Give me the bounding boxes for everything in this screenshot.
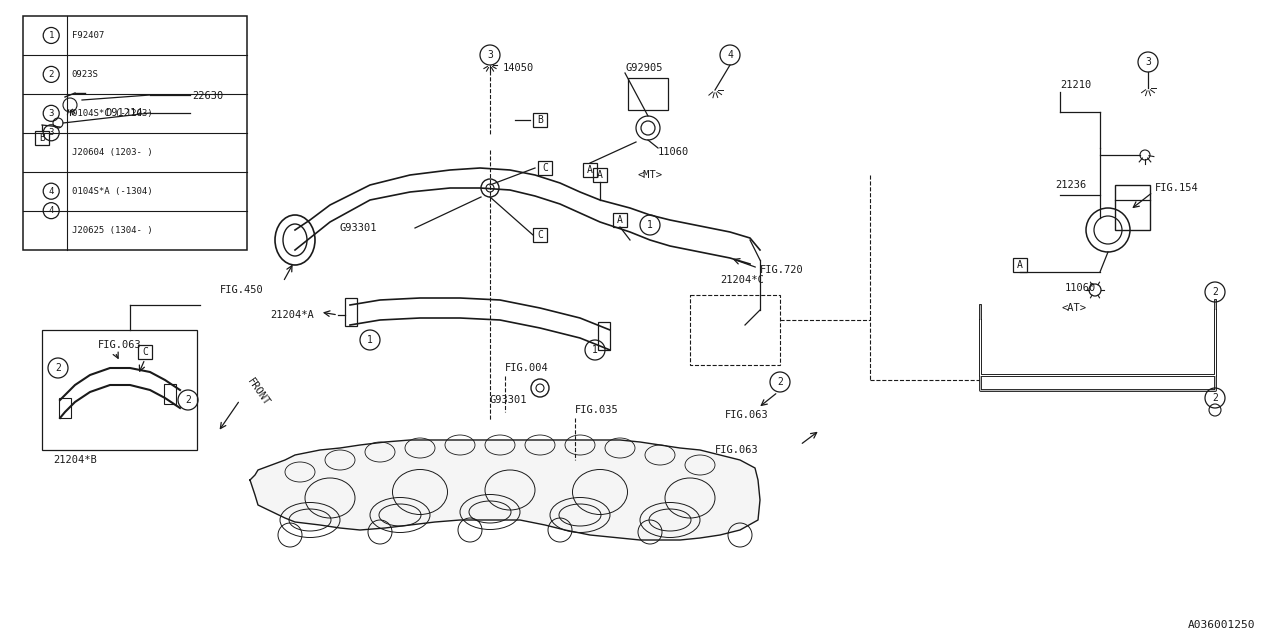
Text: FIG.063: FIG.063 xyxy=(716,445,759,455)
Bar xyxy=(532,113,547,127)
Text: FRONT: FRONT xyxy=(244,376,271,408)
Text: FIG.154: FIG.154 xyxy=(1155,183,1199,193)
Bar xyxy=(1012,258,1027,272)
Text: B: B xyxy=(40,133,45,143)
Text: 3: 3 xyxy=(49,128,54,138)
Text: 1: 1 xyxy=(367,335,372,345)
Text: FIG.063: FIG.063 xyxy=(99,340,142,350)
Text: FIG.450: FIG.450 xyxy=(220,285,264,295)
Text: G92905: G92905 xyxy=(625,63,663,73)
Text: C: C xyxy=(538,230,543,240)
Text: 2: 2 xyxy=(1212,393,1219,403)
Text: F92407: F92407 xyxy=(72,31,104,40)
Bar xyxy=(138,345,152,359)
Text: 1: 1 xyxy=(648,220,653,230)
Bar xyxy=(42,330,197,450)
Text: 4: 4 xyxy=(49,187,54,196)
Text: 2: 2 xyxy=(1212,287,1219,297)
Text: 0104S*A (-1304): 0104S*A (-1304) xyxy=(72,187,152,196)
Text: FIG.720: FIG.720 xyxy=(760,265,804,275)
Text: 21210: 21210 xyxy=(1060,80,1092,90)
Text: 2: 2 xyxy=(55,363,61,373)
Bar xyxy=(598,322,611,350)
Bar xyxy=(532,228,547,242)
Bar xyxy=(164,384,177,404)
Bar xyxy=(593,168,607,182)
Text: 3: 3 xyxy=(49,109,54,118)
Text: 21204*C: 21204*C xyxy=(719,275,764,285)
Text: 0104S*C (-1203): 0104S*C (-1203) xyxy=(72,109,152,118)
Text: B: B xyxy=(538,115,543,125)
Text: FIG.004: FIG.004 xyxy=(506,363,549,373)
Text: A: A xyxy=(596,170,603,180)
Text: C: C xyxy=(142,347,148,357)
Text: D91214: D91214 xyxy=(105,108,142,118)
Text: J20604 (1203- ): J20604 (1203- ) xyxy=(72,148,152,157)
Text: A: A xyxy=(617,215,623,225)
Text: 14050: 14050 xyxy=(503,63,534,73)
Text: 11060: 11060 xyxy=(658,147,689,157)
Text: A: A xyxy=(1018,260,1023,270)
Text: FIG.063: FIG.063 xyxy=(724,410,769,420)
Text: A: A xyxy=(588,165,593,175)
Text: 2: 2 xyxy=(49,70,54,79)
Text: A036001250: A036001250 xyxy=(1188,620,1254,630)
Bar xyxy=(35,131,49,145)
Bar xyxy=(1115,185,1149,230)
Text: 3: 3 xyxy=(488,50,493,60)
Text: 0923S: 0923S xyxy=(72,70,99,79)
Bar xyxy=(23,16,247,250)
Bar xyxy=(59,398,70,418)
Bar xyxy=(613,213,627,227)
Text: 1: 1 xyxy=(593,345,598,355)
Bar xyxy=(690,295,780,365)
Text: 4: 4 xyxy=(727,50,733,60)
Polygon shape xyxy=(250,440,760,540)
Text: 11060: 11060 xyxy=(1065,283,1096,293)
Text: 3: 3 xyxy=(1146,57,1151,67)
Text: FIG.035: FIG.035 xyxy=(575,405,618,415)
Text: 1: 1 xyxy=(49,31,54,40)
Text: 4: 4 xyxy=(49,206,54,215)
Text: 2: 2 xyxy=(777,377,783,387)
Text: C: C xyxy=(541,163,548,173)
Bar xyxy=(538,161,552,175)
Text: 22630: 22630 xyxy=(192,91,223,101)
Bar xyxy=(582,163,596,177)
Text: 21204*B: 21204*B xyxy=(54,455,97,465)
Text: <AT>: <AT> xyxy=(1062,303,1087,313)
Text: 2: 2 xyxy=(186,395,191,405)
Bar xyxy=(628,78,668,110)
Text: G93301: G93301 xyxy=(340,223,378,233)
Text: 21204*A: 21204*A xyxy=(270,310,314,320)
Text: J20625 (1304- ): J20625 (1304- ) xyxy=(72,226,152,235)
Bar xyxy=(346,298,357,326)
Text: G93301: G93301 xyxy=(490,395,527,405)
Text: 21236: 21236 xyxy=(1055,180,1087,190)
Text: <MT>: <MT> xyxy=(637,170,663,180)
